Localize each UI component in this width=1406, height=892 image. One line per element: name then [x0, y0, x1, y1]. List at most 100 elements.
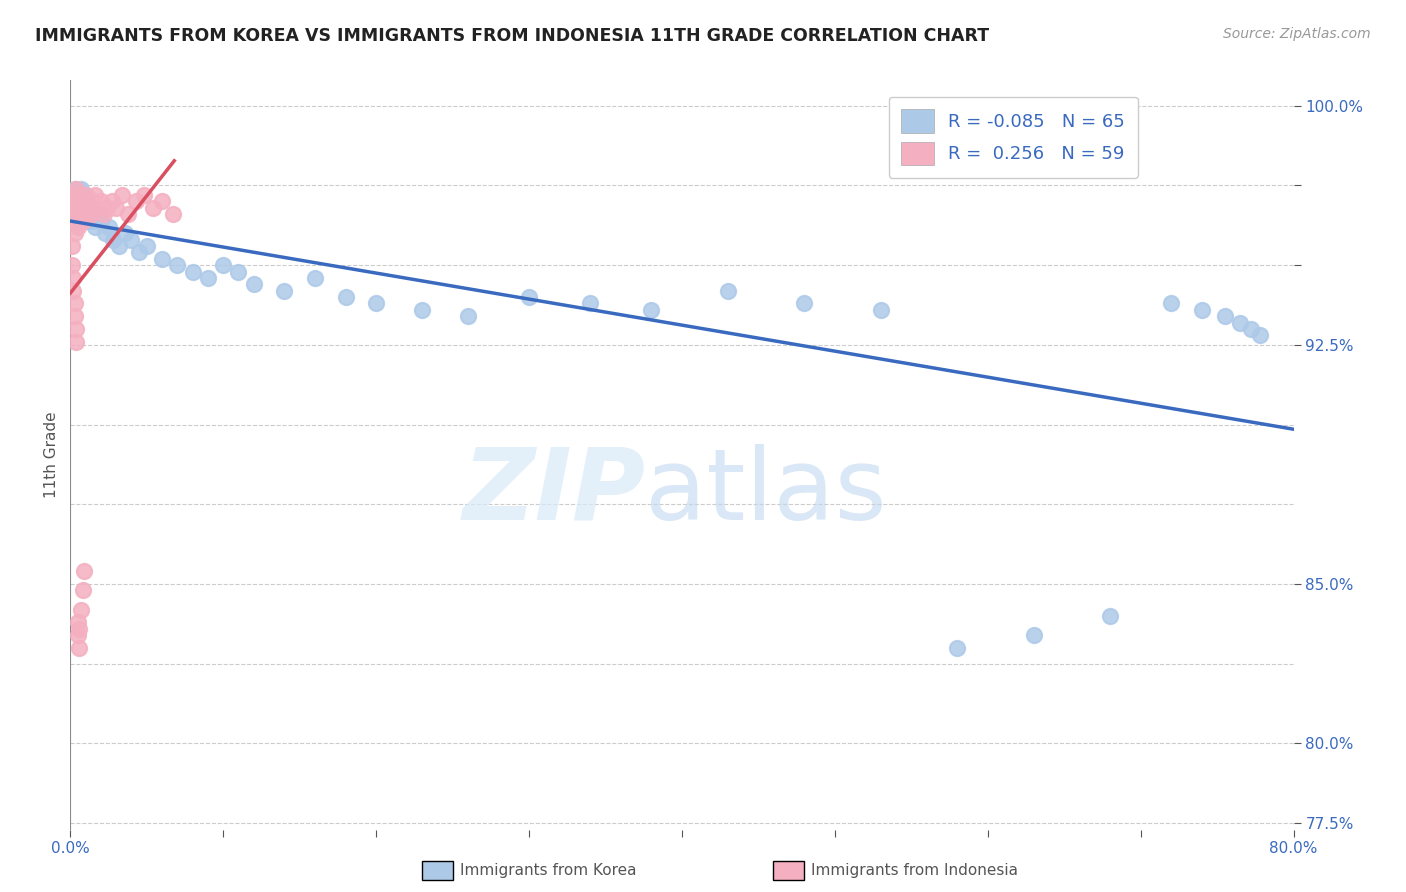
- Point: [76, 207, 98, 221]
- Point: [101, 233, 124, 247]
- Point: [60, 194, 83, 209]
- Point: [66, 615, 89, 630]
- Point: [166, 258, 188, 272]
- Point: [65, 334, 87, 349]
- Point: [128, 245, 150, 260]
- Point: [66, 628, 89, 642]
- Point: [69, 201, 91, 215]
- Point: [66, 194, 89, 209]
- Point: [94, 227, 117, 241]
- Point: [70, 194, 93, 209]
- Point: [63, 182, 86, 196]
- Point: [304, 271, 326, 285]
- Point: [66, 207, 89, 221]
- Point: [65, 188, 87, 202]
- Point: [63, 310, 86, 324]
- Point: [1160, 296, 1182, 310]
- Point: [366, 296, 388, 310]
- Point: [65, 182, 87, 196]
- Point: [411, 302, 433, 317]
- Point: [60, 207, 83, 221]
- Point: [65, 207, 87, 221]
- Point: [1229, 316, 1251, 330]
- Point: [105, 201, 128, 215]
- FancyBboxPatch shape: [422, 861, 453, 880]
- Point: [60, 207, 83, 221]
- Point: [62, 188, 84, 202]
- Point: [65, 213, 87, 227]
- Point: [65, 201, 87, 215]
- Point: [1240, 322, 1263, 336]
- Text: ZIP: ZIP: [463, 444, 645, 541]
- Point: [75, 201, 97, 215]
- Point: [63, 194, 86, 209]
- Text: atlas: atlas: [645, 444, 887, 541]
- Point: [83, 188, 105, 202]
- Point: [197, 271, 219, 285]
- Point: [335, 290, 357, 304]
- Point: [717, 284, 740, 298]
- Point: [79, 201, 101, 215]
- Point: [111, 188, 134, 202]
- Point: [70, 194, 93, 209]
- Point: [132, 188, 155, 202]
- Point: [60, 258, 83, 272]
- Text: IMMIGRANTS FROM KOREA VS IMMIGRANTS FROM INDONESIA 11TH GRADE CORRELATION CHART: IMMIGRANTS FROM KOREA VS IMMIGRANTS FROM…: [35, 27, 990, 45]
- Point: [121, 233, 143, 247]
- Point: [82, 194, 104, 209]
- Point: [72, 213, 94, 227]
- Point: [1191, 302, 1213, 317]
- Point: [579, 296, 602, 310]
- Point: [150, 194, 173, 209]
- Point: [72, 188, 94, 202]
- Point: [73, 194, 96, 209]
- Point: [87, 207, 110, 221]
- Point: [135, 239, 157, 253]
- Point: [73, 564, 96, 578]
- Point: [69, 213, 91, 227]
- Point: [72, 583, 94, 598]
- Point: [162, 207, 184, 221]
- Point: [66, 219, 89, 234]
- Point: [62, 271, 84, 285]
- Text: Immigrants from Korea: Immigrants from Korea: [460, 863, 637, 878]
- Point: [75, 201, 97, 215]
- Point: [63, 201, 86, 215]
- Point: [65, 194, 87, 209]
- Y-axis label: 11th Grade: 11th Grade: [44, 411, 59, 499]
- Point: [1022, 628, 1045, 642]
- Point: [90, 194, 112, 209]
- Point: [869, 302, 891, 317]
- Point: [96, 201, 118, 215]
- Point: [142, 201, 165, 215]
- Point: [117, 207, 139, 221]
- Point: [212, 258, 235, 272]
- Point: [76, 213, 98, 227]
- Point: [108, 239, 131, 253]
- Point: [62, 188, 84, 202]
- Point: [65, 322, 87, 336]
- Point: [640, 302, 662, 317]
- Legend: R = -0.085   N = 65, R =  0.256   N = 59: R = -0.085 N = 65, R = 0.256 N = 59: [889, 97, 1137, 178]
- Point: [114, 227, 136, 241]
- Point: [66, 207, 89, 221]
- Point: [73, 207, 96, 221]
- Point: [273, 284, 295, 298]
- Point: [70, 207, 93, 221]
- Point: [69, 201, 91, 215]
- Point: [125, 194, 148, 209]
- Point: [87, 201, 110, 215]
- Point: [69, 622, 91, 636]
- Point: [80, 213, 103, 227]
- Point: [79, 201, 101, 215]
- Point: [243, 277, 266, 292]
- Point: [80, 207, 103, 221]
- Point: [69, 213, 91, 227]
- Point: [62, 201, 84, 215]
- Point: [62, 284, 84, 298]
- Point: [946, 640, 969, 655]
- Point: [93, 207, 115, 221]
- Point: [181, 264, 204, 278]
- Point: [73, 207, 96, 221]
- Point: [77, 194, 100, 209]
